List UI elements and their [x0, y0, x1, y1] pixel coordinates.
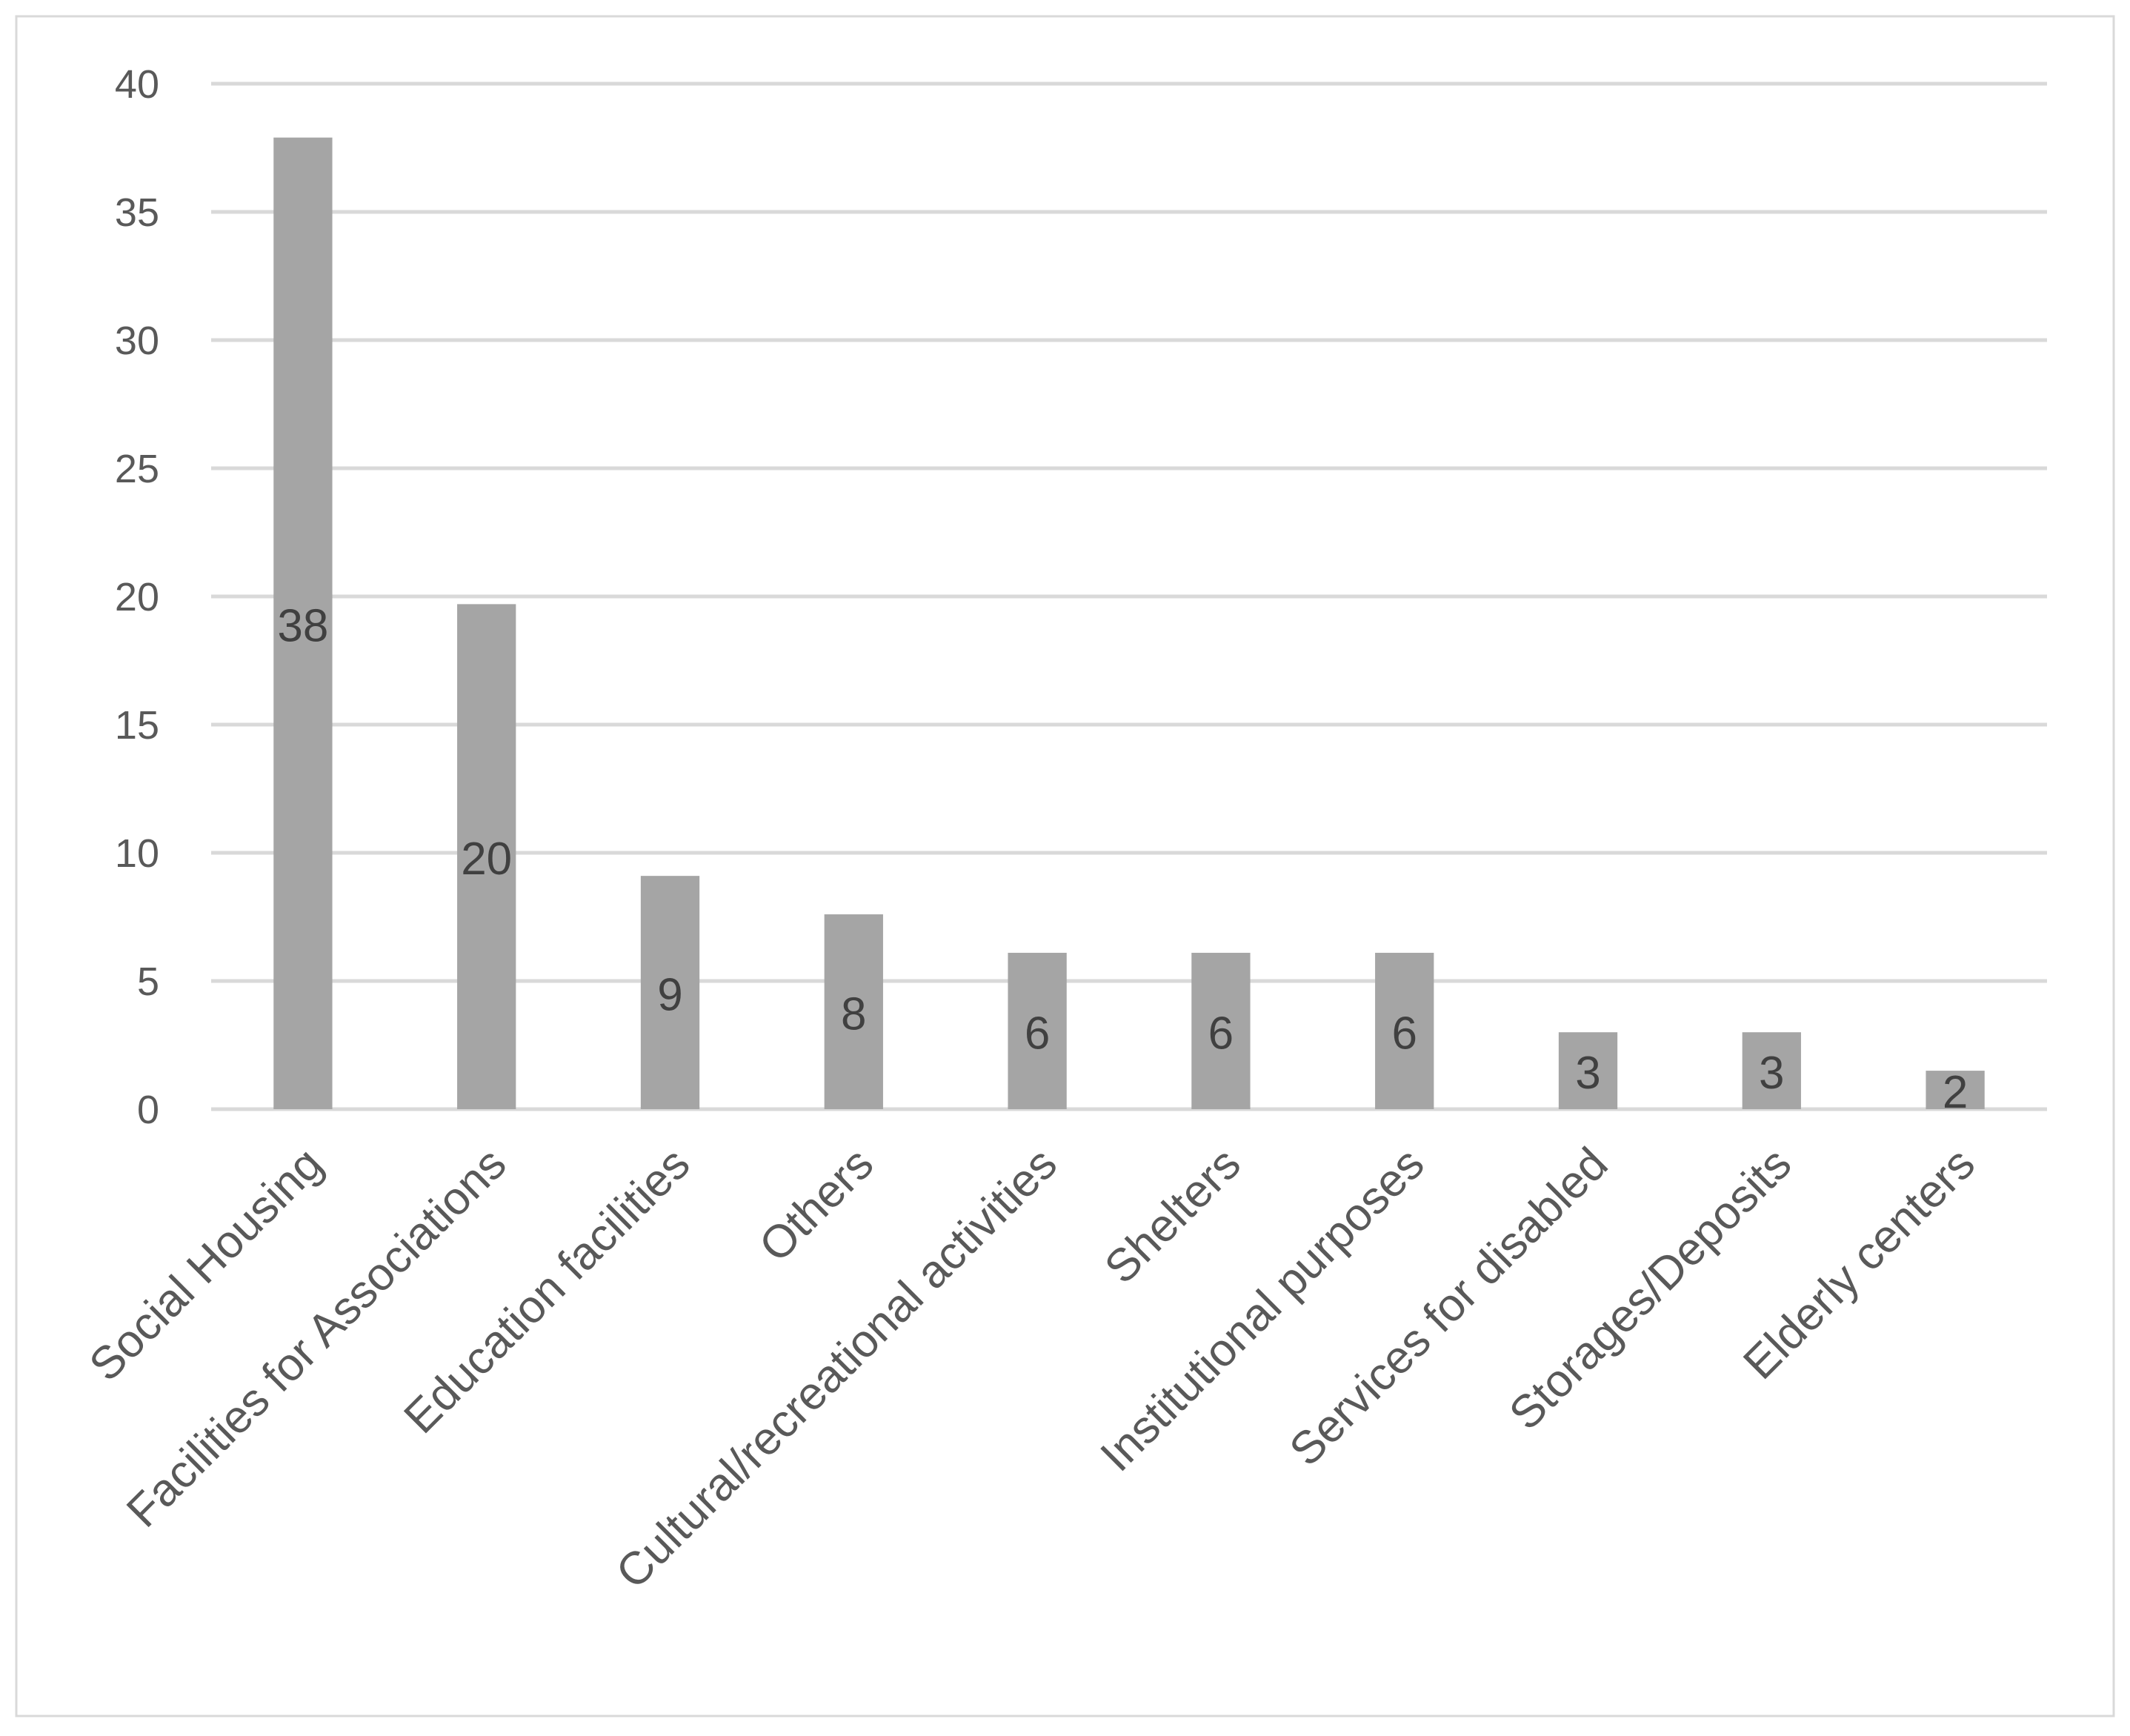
y-tick-label: 30: [115, 319, 159, 363]
chart-border: [15, 15, 2115, 1717]
data-label: 6: [1208, 1008, 1234, 1059]
data-label: 6: [1025, 1008, 1050, 1059]
y-tick-label: 15: [115, 703, 159, 748]
y-tick-label: 40: [115, 62, 159, 107]
bar: [457, 604, 516, 1109]
data-label: 38: [277, 600, 328, 651]
data-label: 3: [1759, 1048, 1784, 1099]
y-tick-label: 20: [115, 575, 159, 619]
data-label: 9: [657, 970, 682, 1021]
bar: [1558, 1032, 1618, 1109]
bar: [1008, 952, 1067, 1109]
data-label: 6: [1391, 1008, 1417, 1059]
bar: [1926, 1071, 1985, 1109]
bar: [1191, 952, 1251, 1109]
data-labels: 38 20 9 8 6 6 6 3 3 2: [277, 600, 1968, 1118]
y-tick-label: 10: [115, 831, 159, 876]
y-tick-label: 35: [115, 190, 159, 235]
gridlines: [211, 82, 2047, 1111]
bar: [824, 914, 883, 1109]
bar: [273, 137, 333, 1109]
y-tick-label: 5: [137, 960, 159, 1004]
data-label: 20: [461, 834, 512, 885]
data-label: 8: [841, 989, 866, 1040]
data-label: 2: [1943, 1067, 1968, 1118]
bar: [1742, 1032, 1801, 1109]
bars: [273, 137, 1985, 1109]
y-axis-ticks: 0 5 10 15 20 25 30 35 40: [115, 62, 159, 1132]
y-tick-label: 0: [137, 1088, 159, 1132]
bar: [1375, 952, 1434, 1109]
bar: [640, 876, 700, 1109]
y-tick-label: 25: [115, 447, 159, 491]
data-label: 3: [1575, 1048, 1600, 1099]
